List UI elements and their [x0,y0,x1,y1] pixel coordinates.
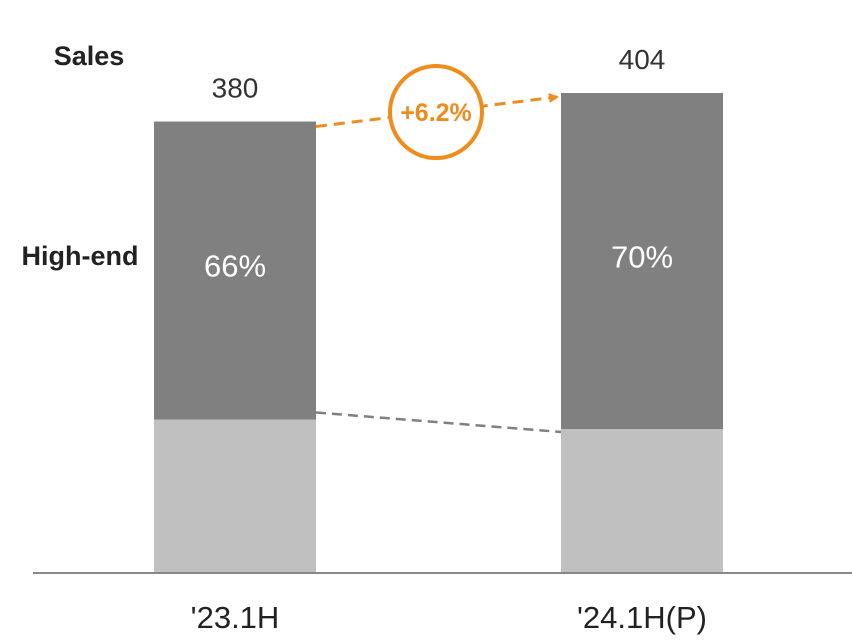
total-row-label: Sales [54,41,125,71]
growth-circle [388,64,484,161]
total-label-23-1h: 380 [212,73,259,104]
series-label-high-end: High-end [22,241,139,271]
growth-arrow [315,93,559,129]
bar-rest-24-1h [561,429,723,573]
x-tick-label-23-1h: '23.1H [191,600,280,635]
bar-rest-23-1h [154,419,316,573]
share-label-24-1h: 70% [611,240,673,275]
bar-highend-24-1h [561,93,723,429]
highend-boundary-connector [315,411,562,434]
growth-label: +6.2% [400,99,472,127]
bar-highend-23-1h [154,121,316,420]
share-label-23-1h: 66% [204,248,266,283]
x-tick-label-24-1h: '24.1H(P) [577,600,707,635]
total-label-24-1h: 404 [619,44,666,75]
